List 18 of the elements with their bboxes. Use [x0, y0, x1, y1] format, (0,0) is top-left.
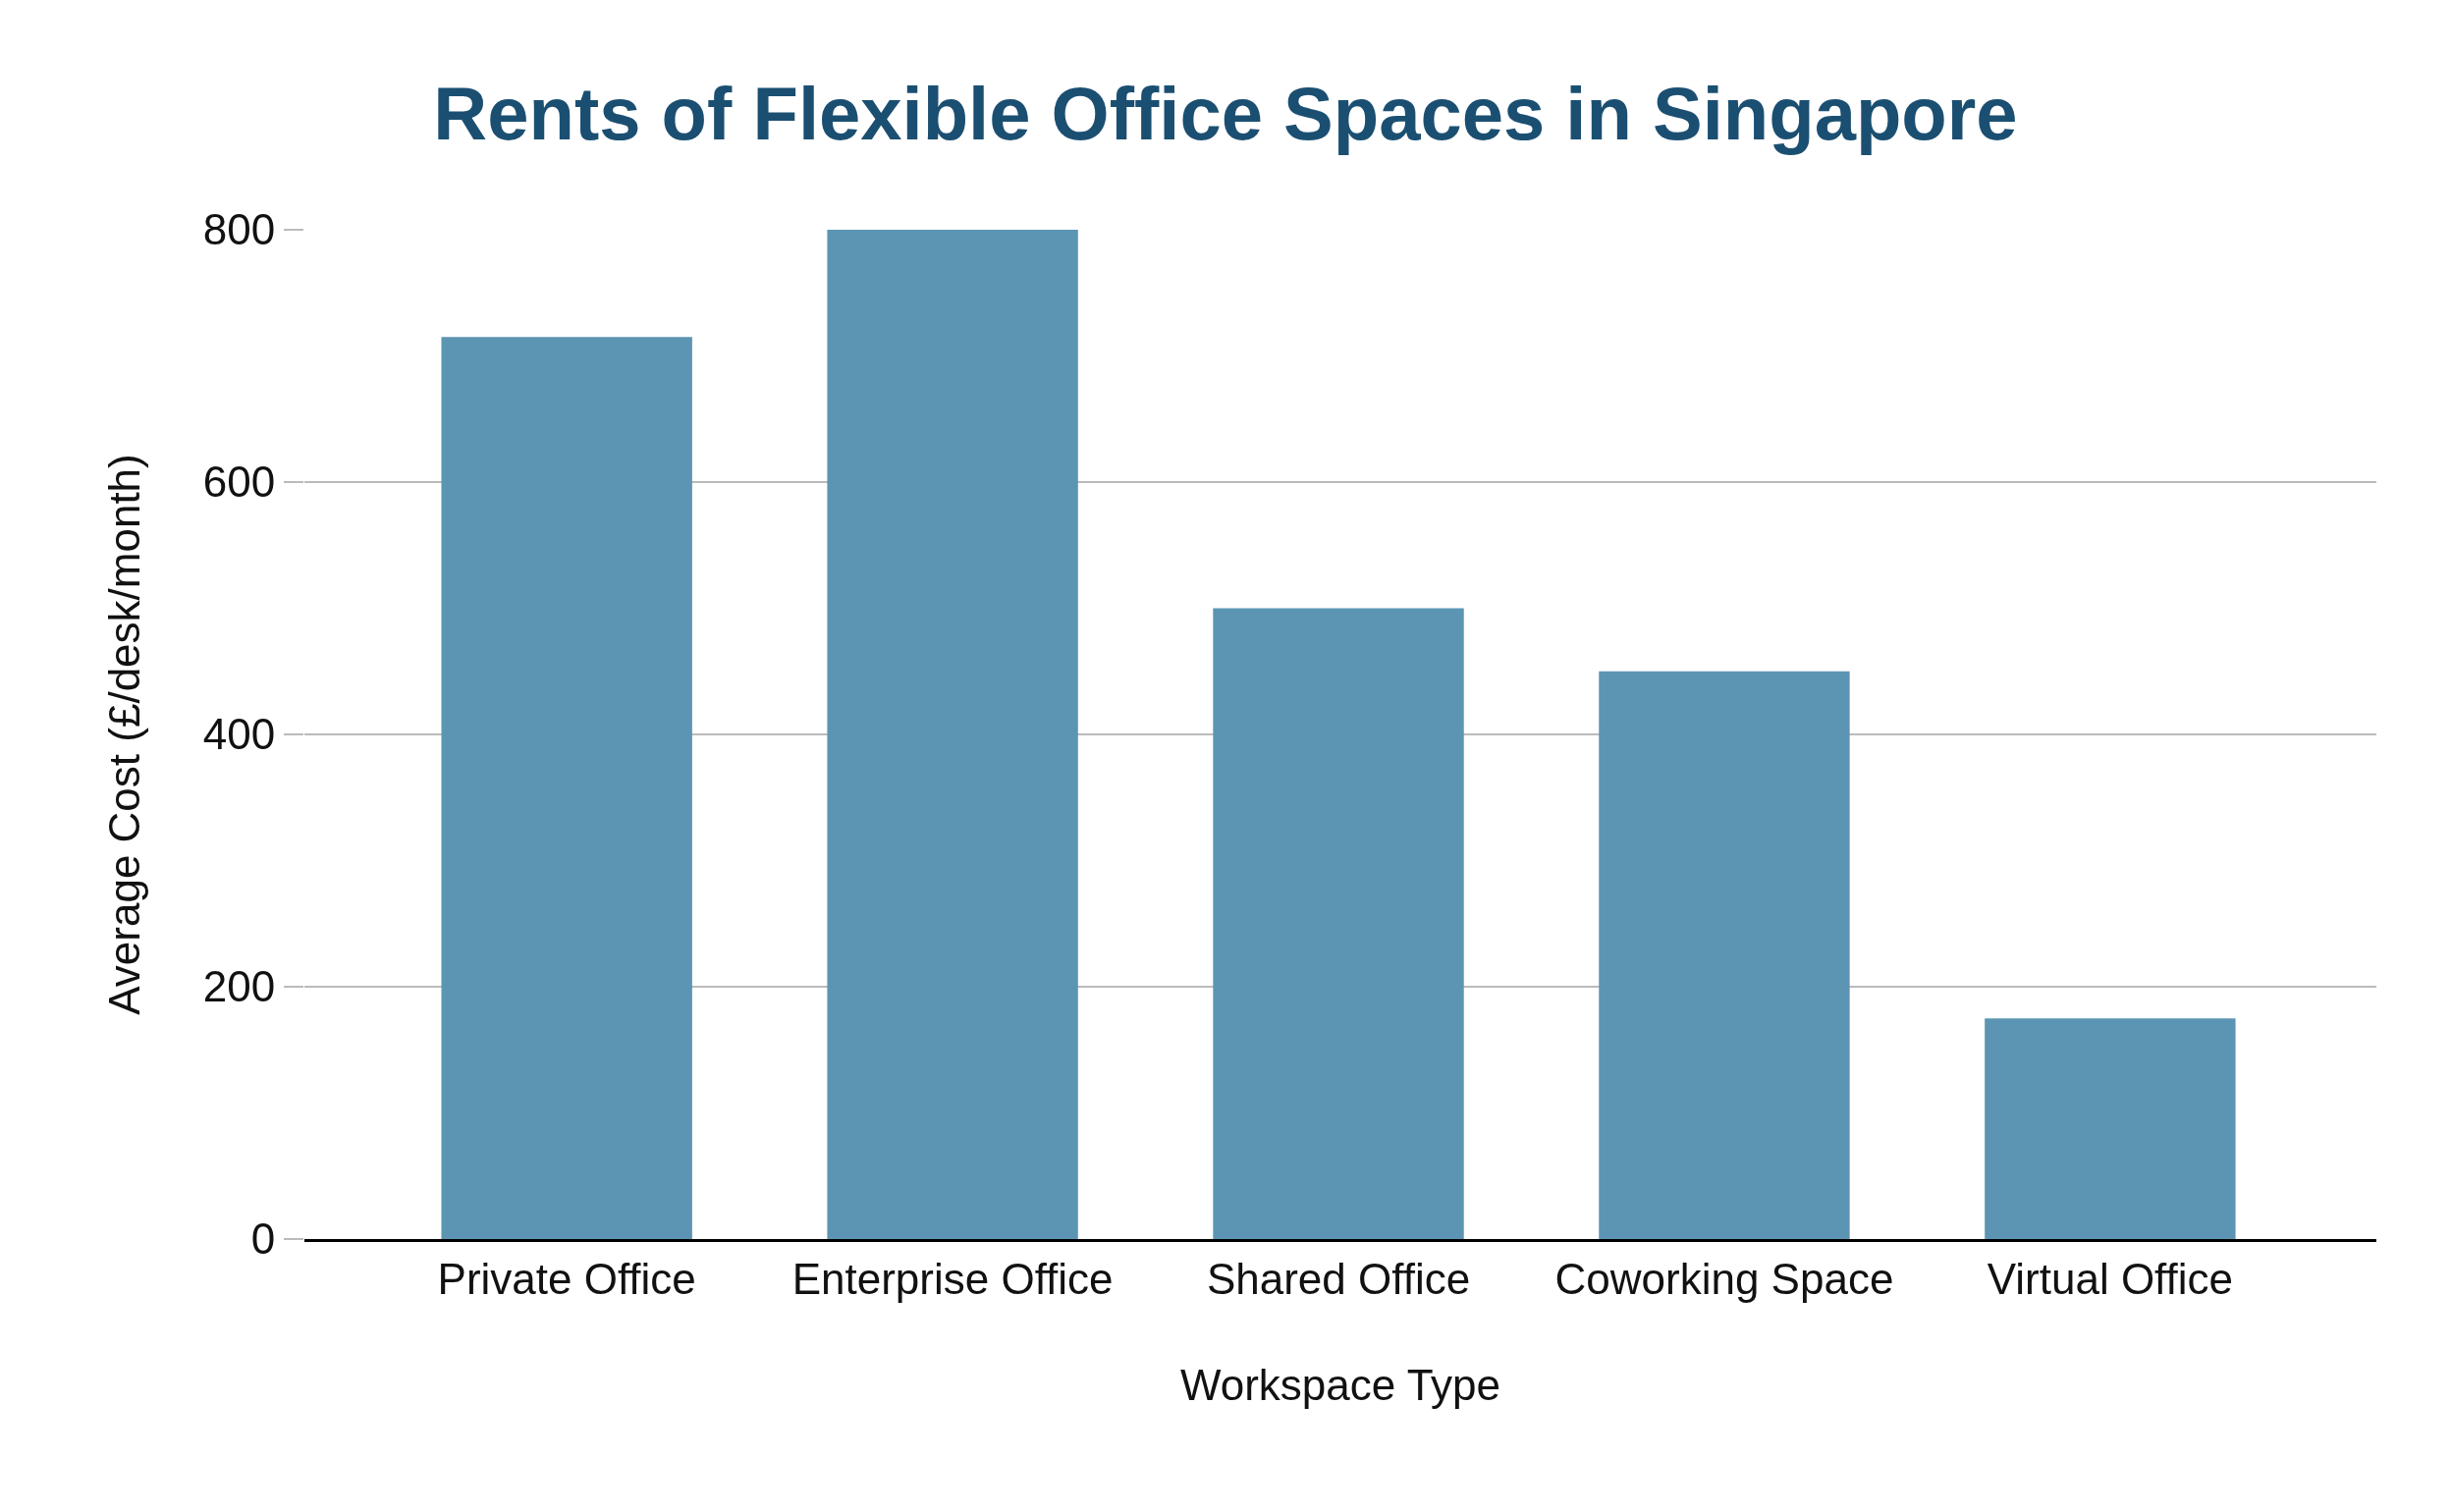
x-tick-label: Private Office: [437, 1254, 696, 1303]
y-tick-label: 200: [202, 962, 276, 1011]
y-tick-label: 0: [250, 1215, 276, 1264]
y-axis-title: Average Cost (£/desk/month): [99, 454, 148, 1015]
y-tick-label: 800: [202, 205, 276, 254]
x-tick-label: Shared Office: [1206, 1254, 1471, 1303]
bar: [1599, 671, 1850, 1239]
bar: [827, 230, 1078, 1239]
bar: [1213, 608, 1464, 1239]
chart-title: Rents of Flexible Office Spaces in Singapore: [433, 72, 2018, 156]
y-tick-label: 400: [202, 710, 276, 759]
x-tick-label: Enterprise Office: [791, 1254, 1114, 1303]
x-axis-title: Workspace Type: [1179, 1361, 1501, 1410]
x-tick-label: Virtual Office: [1987, 1254, 2234, 1303]
bar: [1985, 1018, 2236, 1239]
y-tick-label: 600: [202, 458, 276, 507]
bar: [441, 337, 692, 1239]
x-tick-label: Coworking Space: [1554, 1254, 1894, 1303]
